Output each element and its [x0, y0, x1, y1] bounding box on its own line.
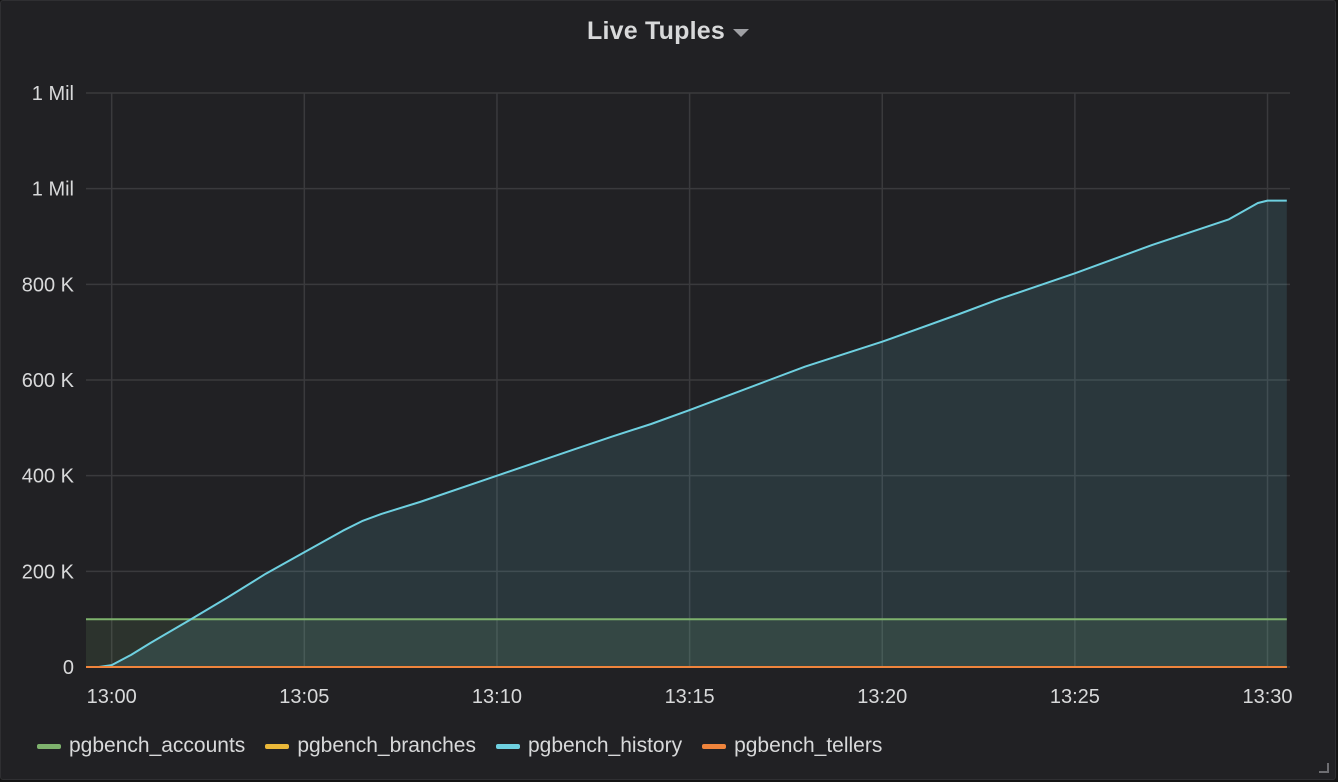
series-area-pgbench-accounts [86, 619, 1287, 667]
resize-handle-icon[interactable] [1319, 763, 1329, 773]
x-tick-label: 13:15 [665, 686, 715, 708]
x-tick-label: 13:30 [1242, 686, 1292, 708]
legend: pgbench_accounts pgbench_branches pgbench_… [37, 731, 882, 761]
legend-item[interactable]: pgbench_history [495, 734, 683, 758]
x-tick-label: 13:25 [1050, 686, 1100, 708]
y-tick-label: 0 [63, 657, 74, 679]
series-area-pgbench-history [98, 200, 1287, 667]
grid [86, 92, 1290, 668]
legend-swatch [702, 743, 727, 749]
x-tick-label: 13:20 [857, 686, 907, 708]
panel-title[interactable]: Live Tuples [587, 16, 725, 45]
y-tick-label: 1 Mil [32, 179, 74, 201]
x-axis: 13:00 13:05 13:10 13:15 13:20 13:25 13:30 [87, 686, 1293, 708]
y-tick-label: 1 Mil [32, 83, 74, 105]
series-line-pgbench-history[interactable] [98, 199, 1287, 668]
y-tick-label: 200 K [22, 561, 75, 583]
y-tick-label: 800 K [22, 274, 75, 296]
series-lines [86, 199, 1287, 668]
legend-label: pgbench_history [527, 734, 683, 757]
legend-swatch [265, 743, 290, 749]
panel-header[interactable]: Live Tuples [1, 13, 1335, 49]
legend-item[interactable]: pgbench_accounts [37, 734, 245, 758]
legend-item[interactable]: pgbench_branches [265, 734, 476, 758]
series-fills [86, 200, 1287, 667]
caret-down-icon[interactable] [732, 29, 749, 37]
x-tick-label: 13:00 [87, 686, 137, 708]
y-axis: 0 200 K 400 K 600 K 800 K 1 Mil 1 Mil [22, 83, 75, 679]
y-tick-label: 600 K [22, 370, 75, 392]
y-tick-label: 400 K [22, 466, 75, 488]
legend-label: pgbench_branches [297, 734, 476, 757]
legend-swatch [37, 743, 61, 749]
legend-label: pgbench_accounts [69, 734, 246, 757]
legend-label: pgbench_tellers [734, 734, 883, 757]
legend-swatch [495, 743, 520, 749]
legend-item[interactable]: pgbench_tellers [702, 734, 882, 758]
x-tick-label: 13:05 [279, 686, 329, 708]
x-tick-label: 13:10 [472, 686, 522, 708]
